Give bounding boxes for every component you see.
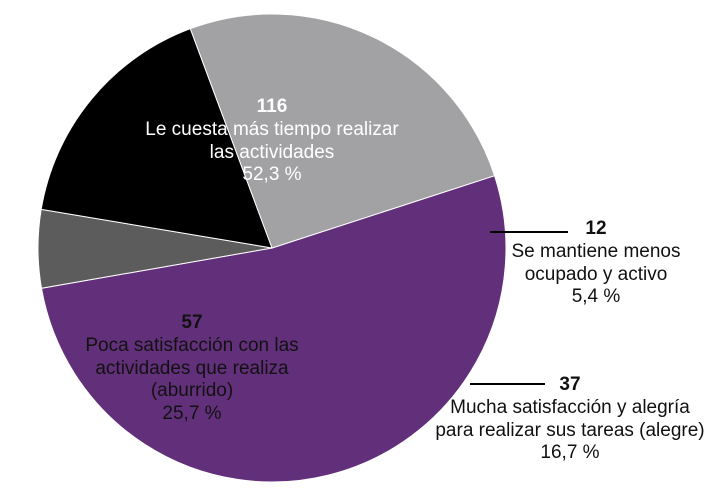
slice-count: 116 <box>256 96 288 117</box>
slice-count: 12 <box>585 218 607 239</box>
pie-slice-slower <box>40 175 507 483</box>
slice-text-line: (aburrido) <box>150 380 234 402</box>
slice-label-slower: 116 Le cuesta más tiempo realizar las ac… <box>145 96 398 187</box>
slice-label-less-busy: 12 Se mantiene menos ocupado y activo 5,… <box>512 218 681 309</box>
slice-percent: 52,3 % <box>242 164 302 186</box>
slice-count: 37 <box>559 374 581 395</box>
slice-percent: 25,7 % <box>162 403 222 425</box>
slice-text-line: Le cuesta más tiempo realizar <box>145 118 399 140</box>
pie-slice-joyful <box>40 28 273 249</box>
slice-text-line: Mucha satisfacción y alegría <box>450 396 690 418</box>
slice-text-line: para realizar sus tareas (alegre) <box>435 419 705 441</box>
slice-text-line: ocupado y activo <box>524 263 668 285</box>
slice-label-bored: 57 Poca satisfacción con las actividades… <box>85 312 298 426</box>
slice-percent: 5,4 % <box>571 286 621 308</box>
slice-text-line: actividades que realiza <box>95 357 289 379</box>
slice-label-joyful: 37 Mucha satisfacción y alegría para rea… <box>435 374 704 465</box>
slice-text-line: Se mantiene menos <box>511 240 681 262</box>
slice-percent: 16,7 % <box>540 442 600 464</box>
slice-text-line: Poca satisfacción con las <box>85 334 299 356</box>
slice-count: 57 <box>181 312 203 333</box>
pie-slice-bored <box>189 13 496 249</box>
slice-text-line: las actividades <box>209 141 335 163</box>
